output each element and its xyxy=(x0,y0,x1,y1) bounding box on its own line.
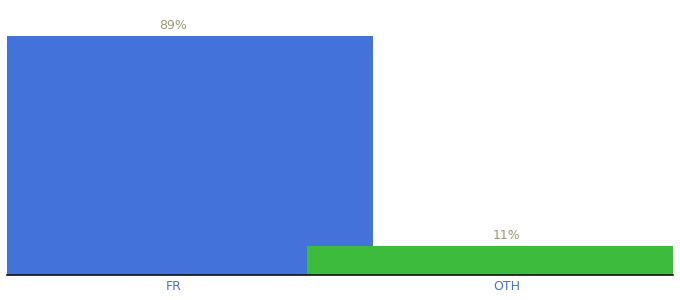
Text: 11%: 11% xyxy=(492,229,520,242)
Text: 89%: 89% xyxy=(160,20,188,32)
Bar xyxy=(0,37,373,275)
Bar xyxy=(307,246,680,275)
